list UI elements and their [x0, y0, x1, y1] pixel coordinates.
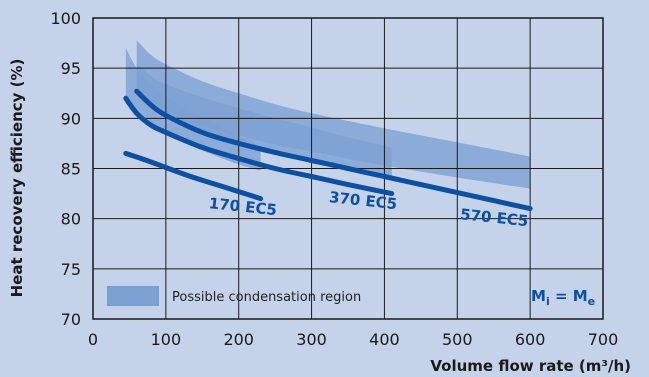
curve-label: 570 EC5	[459, 205, 529, 230]
legend: Possible condensation region Mi = Me	[107, 286, 595, 308]
legend-label: Possible condensation region	[172, 290, 361, 305]
formula-left-sub: i	[546, 295, 550, 308]
y-axis-title: Heat recovery efficiency (%)	[8, 59, 26, 298]
y-tick-label: 95	[61, 59, 81, 78]
formula-left: M	[531, 287, 546, 305]
y-tick-label: 85	[61, 160, 81, 179]
y-tick-label: 90	[61, 109, 81, 128]
mass-balance-formula: Mi = Me	[531, 287, 595, 308]
x-tick-label: 300	[296, 330, 327, 349]
y-tick-label: 70	[61, 310, 81, 329]
y-tick-label: 80	[61, 210, 81, 229]
x-tick-label: 100	[151, 330, 182, 349]
x-tick-label: 0	[88, 330, 98, 349]
efficiency-curves	[123, 88, 533, 212]
y-tick-labels: 70 75 80 85 90 95 100	[50, 9, 81, 329]
efficiency-curve	[134, 88, 533, 212]
legend-swatch	[107, 286, 159, 306]
efficiency-curve	[123, 95, 395, 197]
x-tick-label: 400	[369, 330, 400, 349]
x-tick-label: 500	[442, 330, 473, 349]
x-axis-title: Volume flow rate (m³/h)	[430, 357, 631, 375]
formula-right-sub: e	[588, 295, 595, 308]
x-tick-label: 200	[223, 330, 254, 349]
formula-eq: =	[550, 287, 573, 305]
y-tick-label: 100	[50, 9, 81, 28]
curve-label: 170 EC5	[208, 194, 278, 219]
condensation-band	[136, 40, 531, 189]
x-tick-labels: 0 100 200 300 400 500 600 700	[88, 330, 618, 349]
plot-frame	[92, 17, 604, 320]
formula-right: M	[573, 287, 588, 305]
x-tick-label: 600	[515, 330, 546, 349]
y-tick-label: 75	[61, 260, 81, 279]
efficiency-curve	[123, 150, 264, 202]
x-tick-label: 700	[588, 330, 619, 349]
